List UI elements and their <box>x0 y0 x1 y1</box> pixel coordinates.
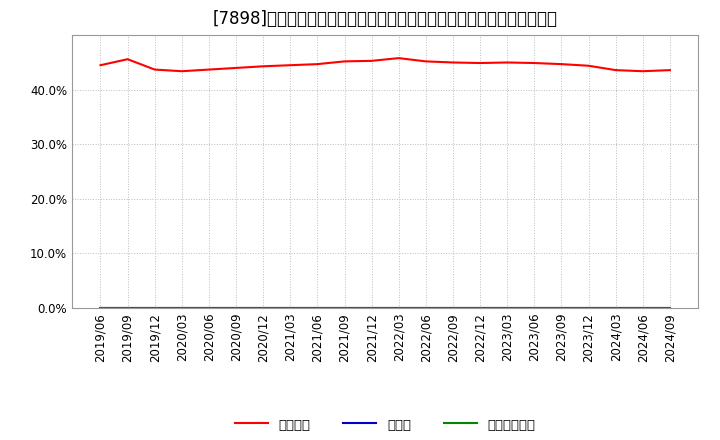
のれん <box>611 305 620 311</box>
のれん <box>395 305 403 311</box>
繰延税金資産 <box>204 305 213 311</box>
のれん <box>178 305 186 311</box>
自己資本 <box>611 67 620 73</box>
のれん <box>367 305 376 311</box>
のれん <box>503 305 511 311</box>
繰延税金資産 <box>530 305 539 311</box>
繰延税金資産 <box>96 305 105 311</box>
のれん <box>341 305 349 311</box>
自己資本 <box>503 60 511 65</box>
自己資本 <box>96 62 105 68</box>
繰延税金資産 <box>150 305 159 311</box>
自己資本 <box>584 63 593 68</box>
繰延税金資産 <box>476 305 485 311</box>
自己資本 <box>449 60 457 65</box>
自己資本 <box>395 55 403 61</box>
繰延税金資産 <box>421 305 430 311</box>
繰延税金資産 <box>611 305 620 311</box>
自己資本 <box>204 67 213 72</box>
自己資本 <box>639 69 647 74</box>
繰延税金資産 <box>665 305 674 311</box>
繰延税金資産 <box>449 305 457 311</box>
繰延税金資産 <box>584 305 593 311</box>
繰延税金資産 <box>286 305 294 311</box>
自己資本 <box>530 60 539 66</box>
繰延税金資産 <box>503 305 511 311</box>
Legend: 自己資本, のれん, 繰延税金資産: 自己資本, のれん, 繰延税金資産 <box>235 418 536 432</box>
自己資本 <box>150 67 159 72</box>
のれん <box>313 305 322 311</box>
繰延税金資産 <box>557 305 566 311</box>
のれん <box>639 305 647 311</box>
自己資本 <box>286 62 294 68</box>
繰延税金資産 <box>259 305 268 311</box>
Line: 自己資本: 自己資本 <box>101 58 670 71</box>
のれん <box>96 305 105 311</box>
自己資本 <box>665 67 674 73</box>
のれん <box>259 305 268 311</box>
のれん <box>421 305 430 311</box>
繰延税金資産 <box>178 305 186 311</box>
のれん <box>123 305 132 311</box>
のれん <box>476 305 485 311</box>
繰延税金資産 <box>367 305 376 311</box>
繰延税金資産 <box>232 305 240 311</box>
繰延税金資産 <box>341 305 349 311</box>
自己資本 <box>259 64 268 69</box>
のれん <box>665 305 674 311</box>
繰延税金資産 <box>313 305 322 311</box>
繰延税金資産 <box>123 305 132 311</box>
のれん <box>449 305 457 311</box>
自己資本 <box>313 62 322 67</box>
のれん <box>286 305 294 311</box>
自己資本 <box>476 60 485 66</box>
自己資本 <box>232 65 240 70</box>
繰延税金資産 <box>639 305 647 311</box>
自己資本 <box>421 59 430 64</box>
のれん <box>584 305 593 311</box>
Title: [7898]　自己資本、のれん、繰延税金資産の総資産に対する比率の推移: [7898] 自己資本、のれん、繰延税金資産の総資産に対する比率の推移 <box>212 10 558 28</box>
自己資本 <box>367 58 376 63</box>
自己資本 <box>123 57 132 62</box>
のれん <box>232 305 240 311</box>
繰延税金資産 <box>395 305 403 311</box>
自己資本 <box>178 69 186 74</box>
のれん <box>557 305 566 311</box>
のれん <box>204 305 213 311</box>
自己資本 <box>341 59 349 64</box>
のれん <box>530 305 539 311</box>
のれん <box>150 305 159 311</box>
自己資本 <box>557 62 566 67</box>
